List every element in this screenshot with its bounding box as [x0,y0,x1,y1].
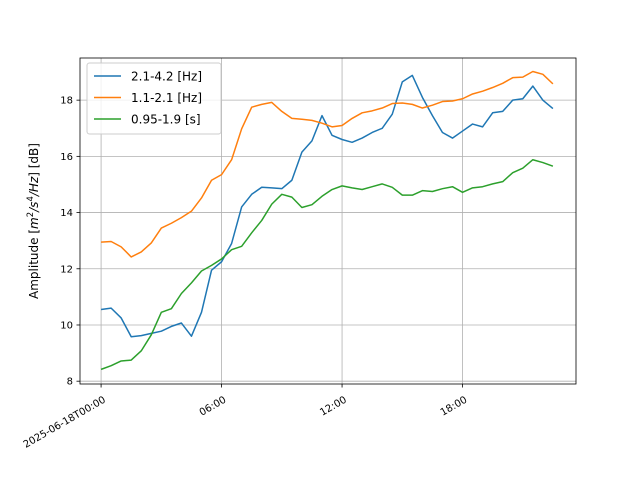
y-tick-label: 18 [60,96,73,107]
y-axis: 8 10 12 14 16 18 [60,96,80,388]
y-axis-label-part: / [27,190,41,197]
legend: 2.1-4.2 [Hz] 1.1-2.1 [Hz] 0.95-1.9 [s] [86,62,222,135]
legend-label-1: 1.1-2.1 [Hz] [131,91,202,105]
y-tick-label: 8 [67,377,73,388]
legend-label-2: 0.95-1.9 [s] [131,113,201,127]
y-axis-label-part: m [27,217,41,229]
grid [80,58,576,384]
y-axis-label-part: Hz [27,176,41,192]
y-tick-label: 14 [60,208,73,219]
y-axis-label: Amplitude [m2/s4/Hz] [dB] [26,143,41,299]
y-tick-label: 16 [60,152,73,163]
y-tick-label: 12 [60,264,73,275]
plot-frame [79,57,577,385]
y-axis-label-part: Amplitude [ [27,229,41,299]
y-axis-label-part: 2 [26,212,36,217]
y-axis-label-part: ] [dB] [27,143,41,177]
series-lines [100,70,554,371]
series-line-2 [100,158,554,371]
legend-box [86,62,222,135]
y-axis-label-part: 4 [26,196,36,201]
series-line-1 [101,70,554,258]
y-axis-label-part: / [27,206,41,213]
y-tick-label: 10 [60,320,73,331]
legend-label-0: 2.1-4.2 [Hz] [131,70,202,84]
y-axis-label-part: s [27,202,41,208]
